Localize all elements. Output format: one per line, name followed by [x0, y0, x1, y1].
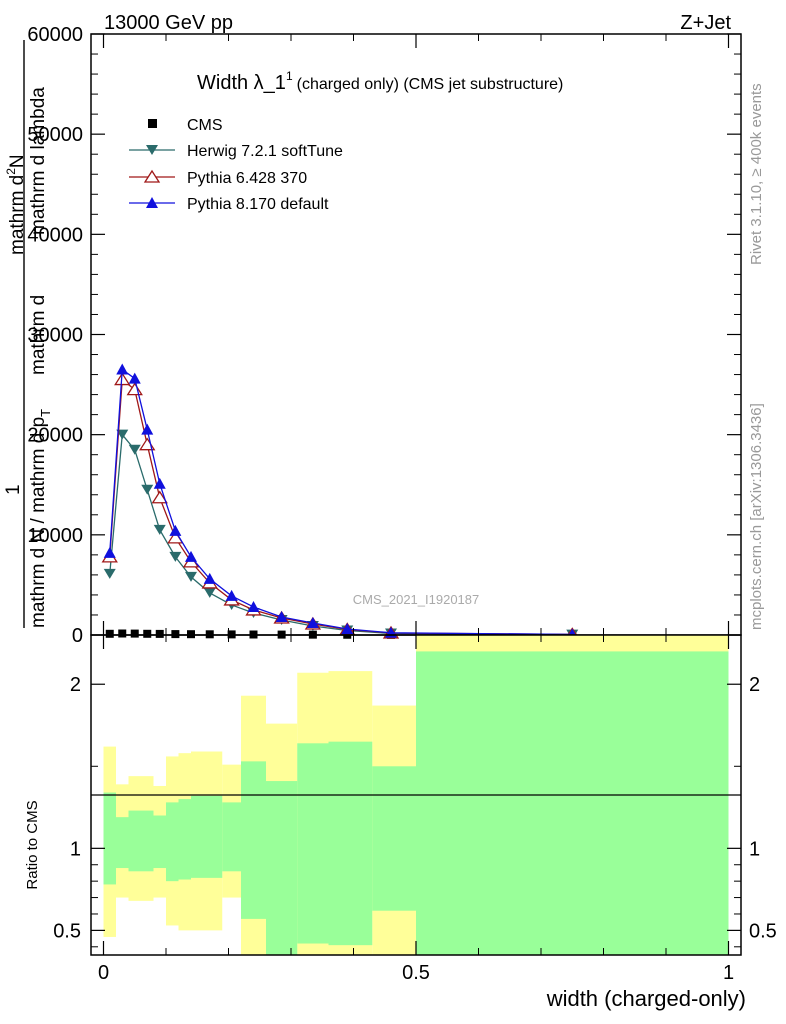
legend-marker-pythia8 — [146, 197, 158, 208]
chart-title-sup: 1 — [286, 69, 293, 83]
data-point-pythia8 — [185, 550, 197, 562]
data-point-pythia8 — [116, 363, 129, 375]
data-point-cms — [171, 630, 180, 639]
main-ytick-label: 50000 — [27, 124, 83, 146]
ratio-panel: 0.5 0.5 1 1 2 2 0 0.5 1 Ratio to CMS width (char… — [24, 634, 777, 1011]
ratio-band-green — [328, 741, 373, 946]
chart-title-main: Width λ_1 — [197, 72, 286, 94]
data-point-cms — [155, 629, 164, 638]
series-line-pythia6 — [109, 378, 573, 636]
main-ytick-label: 30000 — [27, 325, 83, 347]
mcplots-label: mcplots.cern.ch [arXiv:1306.3436] — [748, 403, 765, 630]
ylabel-upper-n: N — [7, 154, 28, 168]
series-line-pythia8 — [109, 368, 573, 636]
main-ytick-label: 40000 — [27, 224, 83, 246]
data-point-cms — [130, 629, 139, 638]
data-point-pythia8 — [306, 616, 319, 628]
legend-marker-herwig — [146, 145, 158, 155]
watermark: CMS_2021_I1920187 — [353, 592, 480, 607]
main-ytick-label: 60000 — [27, 24, 83, 46]
data-point-cms — [105, 629, 114, 638]
energy-label: 13000 GeV pp — [104, 12, 233, 34]
data-point-pythia8 — [341, 622, 354, 634]
ratio-ytick-label: 2 — [70, 674, 81, 696]
ylabel-fraction-lower: mathrm d N / mathrm d pT — [28, 409, 53, 628]
ratio-band-green — [103, 792, 116, 885]
data-point-herwig — [103, 568, 116, 579]
ratio-band-green — [372, 766, 416, 911]
legend-marker-cms — [148, 119, 157, 128]
legend-label-pythia6: Pythia 6.428 370 — [187, 170, 307, 187]
data-point-herwig — [116, 429, 129, 440]
data-point-pythia8 — [169, 524, 182, 536]
legend-label-cms: CMS — [187, 117, 223, 134]
ratio-ytick-label-right: 1 — [749, 838, 760, 860]
ylabel-fraction-upper: mathrm d2N — [4, 154, 28, 255]
ylabel-fraction-upper2: mathrm d lambda — [28, 87, 49, 235]
main-ylabel: mathrm d2N mathrm d lambda mathrm d 1 ma… — [3, 40, 53, 628]
chart-title-rest: (charged only) (CMS jet substructure) — [297, 76, 564, 93]
data-point-herwig — [169, 551, 182, 562]
ratio-band-green — [178, 799, 191, 880]
ratio-band-green — [241, 761, 266, 919]
legend-marker-pythia6 — [143, 169, 161, 183]
ylabel-one: 1 — [3, 484, 24, 495]
data-point-pythia8 — [103, 546, 116, 558]
main-ytick-label: 10000 — [27, 525, 83, 547]
data-point-pythia8 — [153, 477, 166, 489]
ratio-band-green — [166, 802, 179, 882]
ratio-band-green — [116, 817, 129, 869]
data-point-pythia8 — [128, 372, 141, 384]
process-label: Z+Jet — [680, 12, 731, 34]
data-point-cms — [187, 630, 195, 639]
rivet-label: Rivet 3.1.10, ≥ 400k events — [748, 83, 765, 265]
ratio-band-green — [222, 802, 241, 872]
main-ytick-label: 0 — [72, 625, 83, 647]
ratio-band-green — [191, 795, 223, 878]
data-point-herwig — [153, 524, 166, 535]
legend-label-herwig: Herwig 7.2.1 softTune — [187, 143, 343, 160]
ratio-band-green — [297, 743, 329, 944]
data-point-herwig — [203, 587, 216, 598]
data-point-pythia8 — [203, 572, 216, 584]
main-panel: CMS_2021_I1920187 Width λ_11 (charged onl… — [27, 24, 742, 647]
ratio-xtick-label: 1 — [723, 962, 734, 984]
ylabel-upper-sup: 2 — [4, 168, 18, 175]
main-ytick-label: 20000 — [27, 425, 83, 447]
ratio-ylabel: Ratio to CMS — [24, 800, 41, 889]
data-point-herwig — [185, 571, 197, 582]
ratio-xtick-label: 0.5 — [402, 962, 430, 984]
ratio-band-green — [266, 781, 298, 955]
ratio-xtick-label: 0 — [98, 962, 109, 984]
data-point-pythia8 — [247, 600, 260, 612]
ratio-band-green — [128, 810, 154, 872]
data-point-pythia6 — [151, 490, 168, 504]
data-point-pythia8 — [275, 610, 288, 622]
ratio-band-green — [153, 815, 166, 869]
data-point-pythia8 — [141, 423, 154, 435]
chart-title: Width λ_11 (charged only) (CMS jet substr… — [197, 69, 563, 94]
ylabel-upper-d: mathrm d — [7, 175, 28, 255]
ratio-xlabel: width (charged-only) — [546, 986, 746, 1011]
data-point-cms — [118, 629, 127, 638]
ratio-ytick-label: 0.5 — [53, 920, 81, 942]
ylabel-lower-sub: T — [38, 409, 53, 417]
data-point-herwig — [128, 444, 141, 455]
data-point-cms — [143, 629, 152, 638]
ratio-ytick-label-right: 2 — [749, 674, 760, 696]
data-point-herwig — [141, 484, 154, 495]
data-point-pythia8 — [225, 589, 238, 601]
legend: CMS Herwig 7.2.1 softTune Pythia 6.428 3… — [129, 117, 343, 213]
ratio-ytick-label-right: 0.5 — [749, 920, 777, 942]
ylabel-fraction-middle: mathrm d — [28, 295, 49, 375]
ratio-ytick-label: 1 — [70, 838, 81, 860]
ratio-band-green — [416, 651, 729, 955]
ylabel-lower-text: mathrm d N / mathrm d p — [28, 417, 49, 628]
legend-label-pythia8: Pythia 8.170 default — [187, 196, 329, 213]
